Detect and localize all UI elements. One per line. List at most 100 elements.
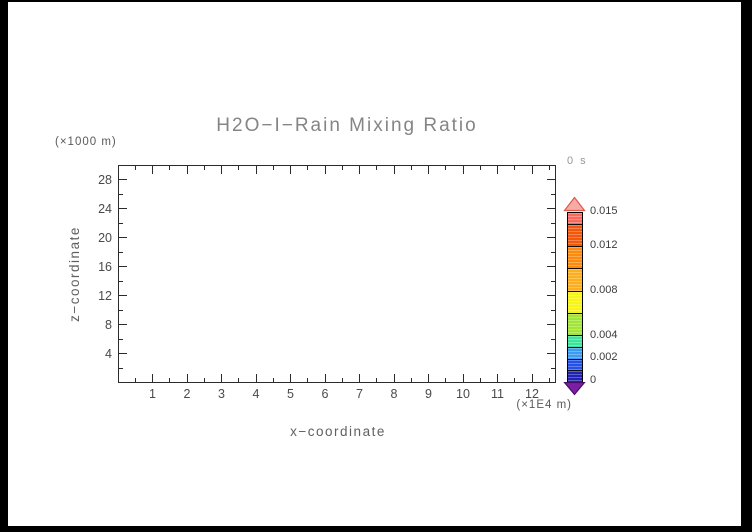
x-axis-major-tick — [186, 374, 188, 382]
x-axis-major-tick — [221, 166, 222, 174]
x-axis-minor-tick — [134, 378, 136, 382]
x-axis-major-tick — [531, 166, 533, 174]
x-axis-major-tick — [462, 374, 464, 382]
x-axis-major-tick — [359, 166, 360, 174]
y-axis-tick-label: 24 — [98, 201, 112, 216]
x-axis-tick-label: 11 — [491, 387, 504, 401]
x-axis-minor-tick — [307, 378, 309, 382]
x-axis-title: x−coordinate — [290, 424, 386, 439]
y-axis-minor-tick — [551, 222, 555, 224]
x-axis-major-tick — [152, 374, 153, 382]
x-axis-major-tick — [152, 166, 153, 174]
colorbar — [567, 212, 583, 383]
x-axis-minor-tick — [445, 166, 447, 170]
x-axis-minor-tick — [203, 378, 205, 382]
x-axis-minor-tick — [514, 166, 516, 170]
y-axis-minor-tick — [119, 193, 123, 195]
colorbar-band — [568, 290, 582, 314]
y-axis-minor-tick — [119, 280, 123, 282]
colorbar-tick-label: 0.004 — [590, 328, 618, 341]
x-axis-major-tick — [462, 166, 464, 174]
x-axis-major-tick — [324, 374, 326, 382]
time-label: 0 s — [567, 155, 588, 167]
y-axis-minor-tick — [551, 251, 555, 253]
x-axis-major-tick — [497, 166, 498, 174]
y-axis-minor-tick — [119, 309, 123, 311]
colorbar-band — [568, 312, 582, 336]
colorbar-band — [568, 358, 582, 371]
x-axis-minor-tick — [376, 378, 378, 382]
y-axis-tick-label: 4 — [105, 346, 112, 361]
colorbar-band — [568, 346, 582, 359]
y-axis-major-tick — [119, 208, 127, 210]
x-axis-minor-tick — [238, 378, 240, 382]
x-axis-tick-label: 10 — [456, 387, 470, 401]
x-axis-minor-tick — [479, 378, 481, 382]
x-axis-major-tick — [393, 374, 395, 382]
x-axis-minor-tick — [341, 378, 343, 382]
x-axis-major-tick — [393, 166, 395, 174]
y-axis-major-tick — [547, 179, 555, 181]
x-axis-major-tick — [255, 166, 257, 174]
colorbar-tick-label: 0.015 — [590, 205, 618, 217]
x-axis-major-tick — [290, 374, 291, 382]
y-axis-minor-tick — [551, 280, 555, 282]
x-axis-tick-label: 4 — [252, 387, 260, 401]
y-axis-major-tick — [119, 179, 127, 181]
y-axis-minor-tick — [119, 367, 123, 369]
x-axis-minor-tick — [410, 166, 412, 170]
x-axis-minor-tick — [376, 166, 378, 170]
x-axis-major-tick — [221, 374, 222, 382]
plot-canvas — [8, 2, 741, 526]
y-axis-major-tick — [547, 237, 555, 239]
y-axis-major-tick — [547, 353, 555, 355]
x-axis-major-tick — [497, 374, 498, 382]
y-axis-major-tick — [547, 208, 555, 210]
colorbar-band — [568, 223, 582, 247]
colorbar-tick-label: 0.012 — [590, 238, 618, 251]
x-axis-tick-label: 6 — [321, 387, 329, 401]
y-axis-tick-label: 12 — [98, 288, 112, 303]
x-axis-minor-tick — [341, 166, 343, 170]
colorbar-band — [568, 268, 582, 291]
x-axis-major-tick — [324, 166, 326, 174]
colorbar-tick-label: 0.008 — [590, 283, 618, 296]
colorbar-under-arrow-icon — [563, 382, 586, 396]
y-axis-major-tick — [547, 324, 555, 326]
y-axis-unit-label: (×1000 m) — [55, 136, 117, 148]
x-axis-minor-tick — [203, 166, 205, 170]
x-axis-minor-tick — [307, 166, 309, 170]
y-axis-minor-tick — [119, 222, 123, 224]
x-axis-minor-tick — [514, 378, 516, 382]
y-axis-minor-tick — [551, 309, 555, 311]
x-axis-major-tick — [428, 166, 429, 174]
y-axis-major-tick — [547, 266, 555, 268]
x-axis-major-tick — [186, 166, 188, 174]
chart-title: H2O−I−Rain Mixing Ratio — [216, 115, 478, 136]
y-axis-major-tick — [547, 295, 555, 297]
x-axis-minor-tick — [169, 378, 171, 382]
y-axis-major-tick — [119, 324, 127, 326]
y-axis-major-tick — [119, 237, 127, 239]
x-axis-minor-tick — [238, 166, 240, 170]
colorbar-tick-label: 0.002 — [590, 351, 618, 364]
x-axis-minor-tick — [479, 166, 481, 170]
x-axis-minor-tick — [134, 166, 136, 170]
y-axis-minor-tick — [119, 251, 123, 253]
x-axis-major-tick — [359, 374, 360, 382]
x-axis-minor-tick — [272, 166, 274, 170]
colorbar-over-arrow-icon — [563, 196, 586, 212]
plot-box — [118, 165, 556, 383]
y-axis-tick-label: 8 — [105, 317, 112, 332]
x-axis-major-tick — [531, 374, 533, 382]
x-axis-tick-label: 7 — [356, 387, 363, 401]
x-axis-minor-tick — [548, 378, 550, 382]
x-axis-minor-tick — [272, 378, 274, 382]
y-axis-tick-label: 20 — [98, 230, 112, 245]
colorbar-tick-label: 0 — [590, 374, 597, 386]
y-axis-major-tick — [119, 295, 127, 297]
x-axis-minor-tick — [169, 166, 171, 170]
x-axis-tick-label: 2 — [183, 387, 191, 401]
y-axis-tick-label: 28 — [98, 172, 112, 187]
